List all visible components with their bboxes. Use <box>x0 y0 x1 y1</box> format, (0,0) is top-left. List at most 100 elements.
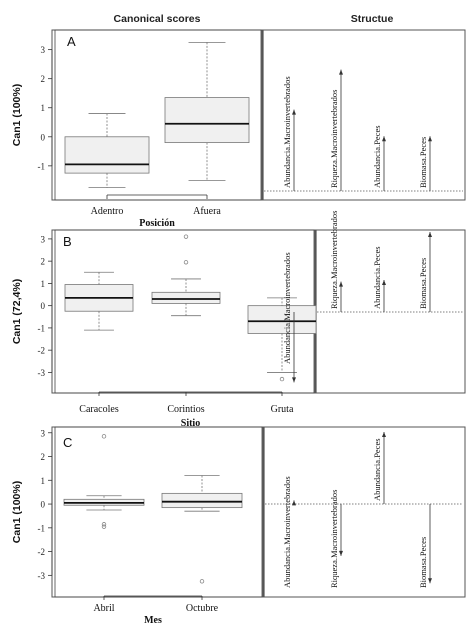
outlier-point <box>101 524 107 529</box>
y-tick-label: -1 <box>38 161 46 171</box>
outlier-point <box>279 376 285 382</box>
y-tick-label: 0 <box>41 500 46 510</box>
y-axis-label: Can1 (72,4%) <box>11 279 23 344</box>
vector-label: Riqueza.Macroinvertebrados <box>329 211 339 309</box>
x-tick-label: Caracoles <box>79 404 119 415</box>
structure-vector: Abundancia.Peces <box>372 432 386 504</box>
vector-label: Biomasa.Peces <box>418 537 428 588</box>
right-column-title: Structue <box>351 13 394 25</box>
vector-label: Biomasa.Peces <box>418 258 428 309</box>
vector-label: Biomasa.Peces <box>418 137 428 188</box>
y-tick-label: -3 <box>38 368 46 378</box>
x-tick-label: Corintios <box>167 404 204 415</box>
vector-label: Abundancia.Peces <box>372 438 382 501</box>
box-octubre <box>161 475 243 584</box>
vector-arrowhead <box>339 69 343 75</box>
panel-b: B 3 2 1 0 -1 -2 -3 Can1 (72,4%) Caracoles Corintio… <box>11 211 466 429</box>
vector-arrowhead <box>339 550 343 556</box>
y-tick-label: 3 <box>41 45 46 55</box>
outlier-point <box>183 234 189 239</box>
box-iqr <box>151 291 221 304</box>
y-tick-label: 2 <box>41 74 46 84</box>
vector-arrowhead <box>428 136 432 142</box>
y-tick-label: 3 <box>41 234 46 244</box>
vector-arrowhead <box>428 578 432 584</box>
left-column-title: Canonical scores <box>114 13 201 25</box>
vector-label: Abundancia.Macroinvertebrados <box>282 76 292 188</box>
box-iqr <box>164 97 250 144</box>
y-tick-label: 1 <box>41 103 46 113</box>
y-axis-label: Can1 (100%) <box>11 481 23 543</box>
y-tick-label: -1 <box>38 323 46 333</box>
panel-frame <box>51 29 466 201</box>
x-tick-label: Octubre <box>186 603 219 614</box>
outlier-point <box>101 522 107 527</box>
box-iqr <box>64 136 150 174</box>
structure-vector: Biomasa.Peces <box>418 232 432 312</box>
structure-vector: Abundancia.Macroinvertebrados <box>282 476 296 588</box>
outlier-point <box>199 579 205 584</box>
vector-arrowhead <box>292 377 296 383</box>
structure-vector: Biomasa.Peces <box>418 136 432 191</box>
box-gruta <box>247 297 317 382</box>
y-tick-label: -3 <box>38 571 46 581</box>
structure-vector: Abundancia.Macroinvertebrados <box>282 252 296 383</box>
vector-arrowhead <box>339 281 343 287</box>
vector-arrowhead <box>292 500 296 506</box>
vector-arrowhead <box>292 109 296 115</box>
x-tick-label: Gruta <box>271 404 294 415</box>
vector-arrowhead <box>382 432 386 437</box>
y-tick-label: -2 <box>38 547 46 557</box>
structure-vector: Abundancia.Peces <box>372 125 386 191</box>
outlier-point <box>183 260 189 265</box>
y-tick-label: 2 <box>41 257 46 267</box>
box-caracoles <box>64 271 134 331</box>
panel-letter: B <box>63 234 72 249</box>
vector-label: Riqueza.Macroinvertebrados <box>329 490 339 588</box>
panel-frame <box>51 426 466 598</box>
box-corintios <box>151 234 221 317</box>
y-tick-label: 2 <box>41 452 46 462</box>
panel-c: C 3 2 1 0 -1 -2 -3 Can1 (100%) Abril Octubre Mes Abu… <box>11 426 466 626</box>
y-axis-label: Can1 (100%) <box>11 84 23 146</box>
y-tick-label: -2 <box>38 346 46 356</box>
vector-label: Abundancia.Peces <box>372 246 382 309</box>
vector-label: Riqueza.Macroinvertebrados <box>329 90 339 188</box>
vector-label: Abundancia.Peces <box>372 125 382 188</box>
vector-arrowhead <box>382 280 386 285</box>
y-tick-label: -1 <box>38 523 46 533</box>
box-iqr <box>161 492 243 509</box>
plot-area <box>54 426 263 598</box>
vector-arrowhead <box>428 232 432 237</box>
y-tick-label: 3 <box>41 428 46 438</box>
structure-vector: Abundancia.Peces <box>372 246 386 312</box>
box-adentro <box>64 113 150 189</box>
x-tick-label: Afuera <box>193 206 221 217</box>
structure-vector: Riqueza.Macroinvertebrados <box>329 211 343 312</box>
box-afuera <box>164 41 250 181</box>
box-iqr <box>247 305 317 334</box>
vector-label: Abundancia.Macroinvertebrados <box>282 252 292 364</box>
x-axis-label: Sitio <box>181 418 200 429</box>
panel-letter: A <box>67 34 76 49</box>
y-tick-label: 1 <box>41 279 46 289</box>
y-tick-label: 0 <box>41 132 46 142</box>
panel-a: A 3 2 1 0 -1 Can1 (100%) Adentro Afuera Posición A… <box>11 29 466 229</box>
structure-vector: Riqueza.Macroinvertebrados <box>329 490 343 588</box>
structure-vector: Riqueza.Macroinvertebrados <box>329 69 343 191</box>
panel-letter: C <box>63 435 72 450</box>
x-tick-label: Adentro <box>91 206 124 217</box>
outlier-point <box>101 434 107 439</box>
structure-vector: Biomasa.Peces <box>418 504 432 588</box>
structure-vector: Abundancia.Macroinvertebrados <box>282 76 296 191</box>
plot-area <box>54 29 262 201</box>
x-axis-label: Posición <box>139 218 175 229</box>
y-tick-label: 1 <box>41 476 46 486</box>
box-abril <box>63 434 145 529</box>
x-tick-label: Abril <box>93 603 114 614</box>
panels: A 3 2 1 0 -1 Can1 (100%) Adentro Afuera Posición A… <box>11 29 466 626</box>
vector-label: Abundancia.Macroinvertebrados <box>282 476 292 588</box>
y-tick-label: 0 <box>41 301 46 311</box>
vector-arrowhead <box>382 136 386 142</box>
